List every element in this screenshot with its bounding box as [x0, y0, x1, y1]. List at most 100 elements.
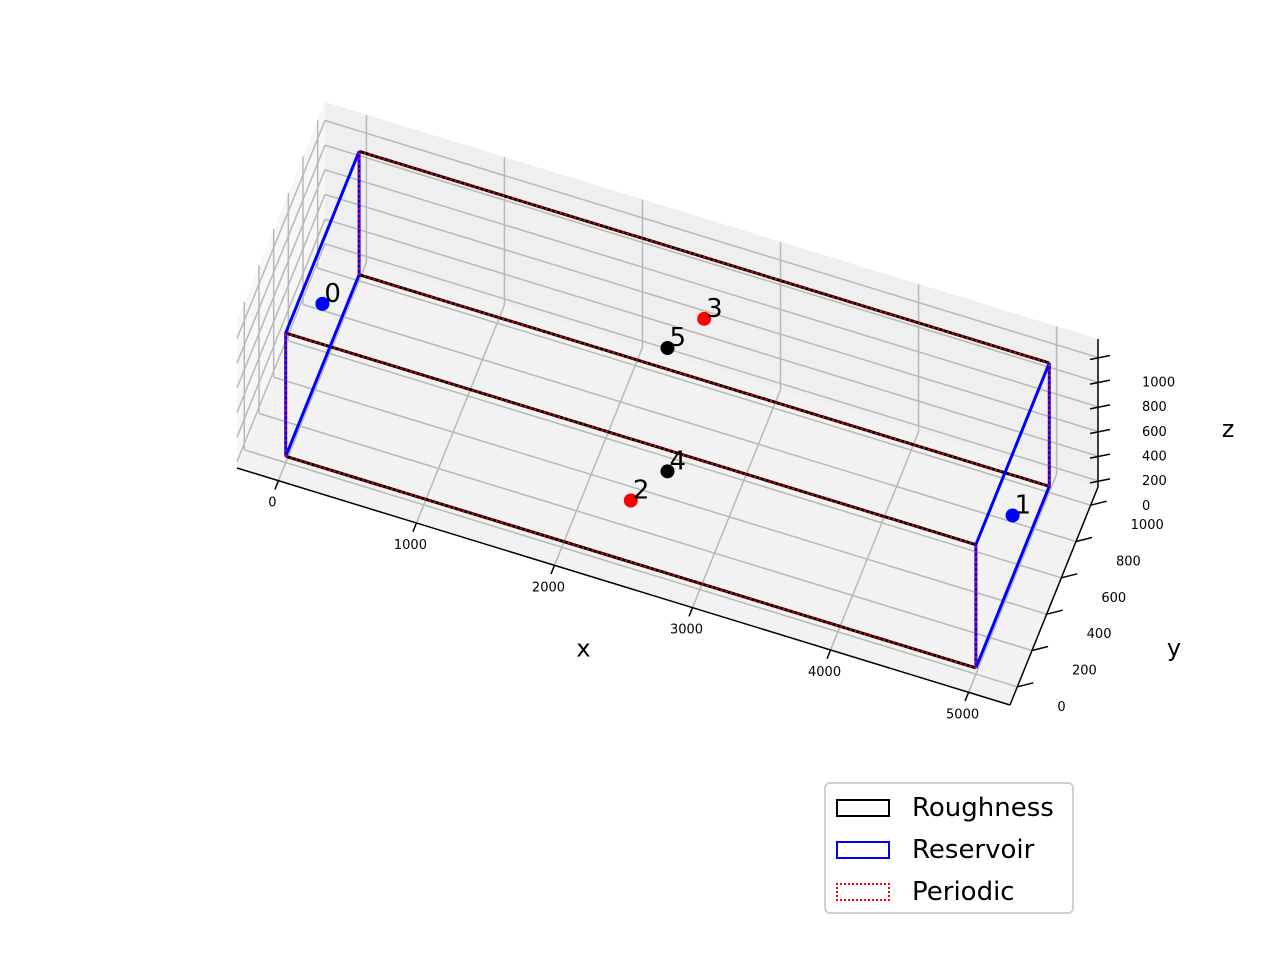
x-tick-mark [826, 649, 832, 659]
legend-item-roughness: Roughness [836, 788, 1054, 828]
y-tick-label: 400 [1087, 627, 1112, 642]
point-3 [697, 311, 712, 326]
point-4 [660, 464, 675, 479]
z-tick-mark [1089, 379, 1111, 385]
z-tick-label: 800 [1142, 400, 1167, 415]
x-tick-label: 2000 [532, 580, 565, 595]
grid-line-z [324, 218, 1099, 457]
tick-labels: 0 1000 2000 3000 4000 5000 0 200 400 600 800 1000 0 2… [268, 354, 1175, 722]
x-tick-label: 3000 [670, 623, 703, 638]
y-tick-mark [1090, 500, 1107, 506]
grid-line-z [324, 193, 1099, 433]
grid-line-y [258, 412, 1033, 652]
z-tick-mark [1089, 404, 1111, 410]
legend-swatch-roughness [836, 799, 890, 817]
legend-item-periodic: Periodic [836, 872, 1015, 912]
x-tick-mark [550, 565, 556, 575]
z-tick-mark [1089, 354, 1111, 361]
grid-line-x [277, 262, 368, 481]
grid-lines [236, 114, 1099, 693]
z-tick-label: 200 [1142, 474, 1167, 489]
y-tick-label: 200 [1072, 664, 1097, 679]
z-tick-label: 0 [1142, 499, 1150, 514]
grid-line-z [236, 144, 326, 364]
periodic-edge [358, 150, 1050, 364]
point-label-2: 2 [633, 476, 650, 506]
y-tick-label: 1000 [1131, 518, 1164, 533]
boundary-boxes [284, 149, 1051, 670]
legend-swatch-periodic [836, 883, 890, 901]
grid-line-y [288, 340, 1062, 579]
y-tick-mark [1046, 609, 1063, 615]
grid-line-y [317, 267, 1091, 506]
y-axis-label: y [1167, 634, 1181, 662]
legend-label-reservoir: Reservoir [912, 835, 1035, 865]
back-pane [325, 102, 1098, 487]
z-tick-label: 600 [1142, 425, 1167, 440]
grid-line-z [236, 120, 326, 339]
z-tick-mark [1089, 428, 1111, 435]
point-0 [315, 296, 330, 311]
grid-line-z [236, 218, 326, 438]
y-tick-mark [1075, 536, 1093, 543]
x-tick-mark [964, 692, 970, 702]
x-tick-label: 5000 [946, 707, 979, 722]
grid-line-y [302, 303, 1077, 543]
data-points: 0 1 2 3 4 5 [315, 279, 1031, 523]
grid-line-x [691, 389, 782, 608]
grid-line-z [324, 144, 1099, 383]
periodic-edge [358, 273, 1050, 488]
point-2 [623, 493, 638, 508]
grid-line-z [236, 169, 326, 389]
y-axis-line [1009, 486, 1099, 706]
y-tick-label: 0 [1057, 700, 1065, 715]
legend-label-periodic: Periodic [912, 877, 1015, 907]
periodic-edge [285, 332, 977, 546]
x-tick-label: 0 [268, 496, 276, 511]
legend-item-reservoir: Reservoir [836, 830, 1034, 870]
x-tick-label: 1000 [394, 538, 427, 553]
y-tick-label: 600 [1101, 591, 1126, 606]
reservoir-face [284, 150, 361, 457]
z-tick-mark [1089, 453, 1111, 459]
y-tick-mark [1061, 573, 1078, 579]
legend-label-roughness: Roughness [912, 793, 1054, 823]
x-tick-mark [688, 607, 694, 617]
x-tick-mark [412, 522, 418, 533]
z-tick-mark [1089, 478, 1111, 484]
axis-lines [236, 339, 1099, 706]
grid-line-x [553, 347, 644, 566]
grid-line-y [273, 376, 1047, 615]
point-label-4: 4 [670, 446, 687, 476]
grid-line-z [324, 119, 1099, 359]
grid-line-z [324, 169, 1099, 408]
y-tick-label: 800 [1116, 555, 1141, 570]
grid-line-z [236, 243, 326, 463]
grid-line-x [829, 431, 920, 651]
legend: Roughness Reservoir Periodic [824, 782, 1074, 914]
legend-swatch-reservoir [836, 841, 890, 859]
grid-line-y [244, 449, 1018, 688]
y-tick-mark [1017, 682, 1034, 688]
z-axis-label: z [1222, 415, 1235, 443]
point-label-5: 5 [670, 323, 687, 353]
z-tick-label: 400 [1142, 450, 1167, 465]
reservoir-face [974, 362, 1051, 669]
grid-line-z [324, 243, 1099, 482]
x-axis-label: x [576, 635, 590, 663]
periodic-edge [285, 455, 977, 669]
z-tick-label: 1000 [1142, 376, 1175, 391]
y-tick-mark [1031, 645, 1049, 652]
point-label-0: 0 [324, 279, 341, 309]
x-axis-line [236, 467, 1011, 706]
grid-line-x [415, 304, 506, 524]
x-tick-label: 4000 [808, 665, 841, 680]
point-label-1: 1 [1015, 490, 1032, 520]
grid-line-z [236, 194, 326, 413]
point-label-3: 3 [706, 294, 723, 324]
point-5 [660, 341, 675, 355]
grid-line-x [967, 474, 1058, 693]
x-tick-mark [274, 480, 280, 490]
point-1 [1005, 508, 1020, 523]
